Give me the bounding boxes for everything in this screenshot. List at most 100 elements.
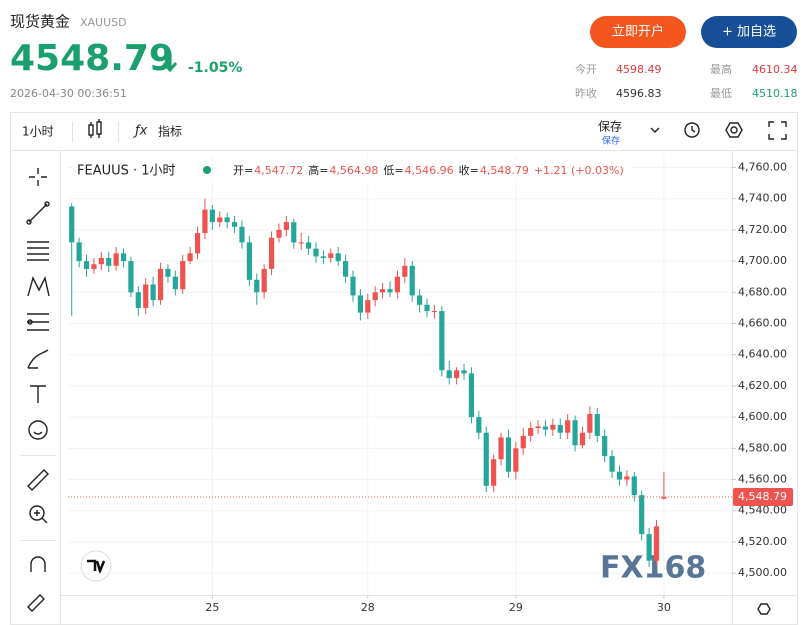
candle-body — [483, 432, 489, 486]
fib-tool[interactable] — [27, 313, 49, 331]
candle-body — [239, 226, 245, 243]
watchlist-button[interactable]: + 加自选 — [701, 16, 797, 48]
channel-tool[interactable] — [27, 241, 49, 261]
candle-body — [579, 432, 586, 446]
candle-body — [165, 268, 171, 277]
candle-body — [616, 471, 623, 480]
candle-body — [535, 426, 541, 429]
x-tick-label: 30 — [657, 601, 671, 614]
fullscreen-icon[interactable] — [768, 121, 787, 140]
candle-body — [454, 370, 460, 379]
stat-value: 4596.83 — [616, 87, 662, 100]
candle-body — [150, 284, 156, 301]
emoji-tool[interactable] — [28, 420, 48, 440]
legend-high-label: 高= — [308, 163, 328, 177]
candle-body — [565, 420, 571, 433]
candle-body — [113, 253, 119, 266]
magnet-tool[interactable] — [30, 556, 46, 572]
candle-body — [106, 257, 112, 266]
candle-body — [542, 426, 549, 430]
brush-tool[interactable] — [27, 349, 49, 369]
candle-body — [224, 217, 230, 223]
stat-value: 4610.34 — [752, 63, 798, 76]
candle-body — [298, 242, 304, 244]
y-tick-label: 4,640.00 — [738, 348, 787, 361]
text-tool[interactable] — [30, 385, 46, 403]
price-label-bg — [733, 488, 793, 507]
legend-close: 4,548.79 — [480, 164, 529, 177]
y-tick-label: 4,520.00 — [738, 535, 787, 548]
candle-body — [476, 417, 482, 433]
y-tick-label: 4,580.00 — [738, 441, 787, 454]
candle-body — [128, 261, 134, 293]
zoom-tool[interactable] — [29, 505, 48, 524]
interval[interactable]: 1小时 — [22, 125, 54, 139]
candle-body — [594, 414, 600, 436]
candle-body — [372, 292, 378, 301]
x-tick-label: 25 — [205, 601, 219, 614]
candle-body — [187, 253, 193, 262]
candle-body — [217, 217, 223, 223]
lock-tool[interactable] — [27, 594, 45, 612]
y-tick-label: 4,500.00 — [738, 566, 787, 579]
candle-body — [513, 448, 519, 472]
candle-body — [120, 253, 127, 262]
legend-bg — [72, 160, 632, 182]
candle-body — [609, 456, 615, 472]
candle-body — [335, 253, 341, 262]
candle-body — [202, 209, 208, 234]
y-tick-label: 4,600.00 — [738, 410, 787, 423]
candle-body — [231, 222, 238, 227]
candle-body — [157, 268, 164, 301]
axis-settings[interactable] — [757, 603, 771, 615]
candle-body — [135, 292, 141, 308]
ruler-tool[interactable] — [27, 469, 49, 491]
candle-body — [268, 237, 275, 269]
candle-body — [602, 435, 608, 457]
candle-body — [380, 289, 386, 293]
indicators[interactable]: 指标 — [158, 124, 182, 139]
candle-body — [402, 265, 408, 277]
y-tick-label: 4,620.00 — [738, 379, 787, 392]
candle-body — [283, 222, 289, 230]
open-account-button[interactable]: 立即开户 — [590, 16, 686, 48]
candle-body — [180, 261, 186, 290]
button-label: + 加自选 — [722, 25, 776, 40]
line-tool[interactable] — [26, 201, 50, 225]
candle-body — [491, 459, 497, 486]
candle-body — [505, 437, 512, 472]
candle-body — [305, 242, 312, 249]
settings-icon[interactable] — [725, 122, 743, 138]
candle-body — [69, 206, 75, 243]
candle-type-icon[interactable] — [88, 119, 102, 138]
candle-body — [631, 476, 637, 496]
candle-body — [209, 209, 215, 223]
down-arrow — [162, 58, 178, 73]
candle-body — [246, 242, 252, 280]
y-tick-label: 4,720.00 — [738, 223, 787, 236]
candle-body — [350, 276, 356, 296]
button-bg — [590, 16, 686, 48]
candle-body — [417, 295, 423, 305]
y-tick-label: 4,700.00 — [738, 254, 787, 267]
fx-icon[interactable]: ƒx — [132, 124, 148, 139]
button-label: 立即开户 — [612, 24, 664, 40]
candle-body — [313, 248, 319, 257]
pattern-tool[interactable] — [27, 275, 50, 297]
candle-body — [409, 265, 415, 296]
title: 现货黄金 — [10, 13, 70, 31]
crosshair-tool[interactable] — [29, 168, 47, 186]
candle-body — [83, 261, 90, 269]
chevron[interactable] — [650, 127, 660, 133]
candle-body — [461, 370, 467, 374]
legend-change: +1.21 (+0.03%) — [534, 164, 624, 177]
y-tick-label: 4,680.00 — [738, 285, 787, 298]
save[interactable]: 保存 — [598, 120, 622, 134]
alert-icon[interactable] — [684, 122, 700, 138]
stat-label: 昨收 — [575, 86, 597, 100]
candle-body — [550, 424, 556, 430]
candle-body — [98, 257, 104, 265]
chart: 4,500.00 4,520.00 4,540.00 4,560.00 4,580.00… — [68, 155, 793, 614]
stat-value: 4510.18 — [752, 87, 798, 100]
